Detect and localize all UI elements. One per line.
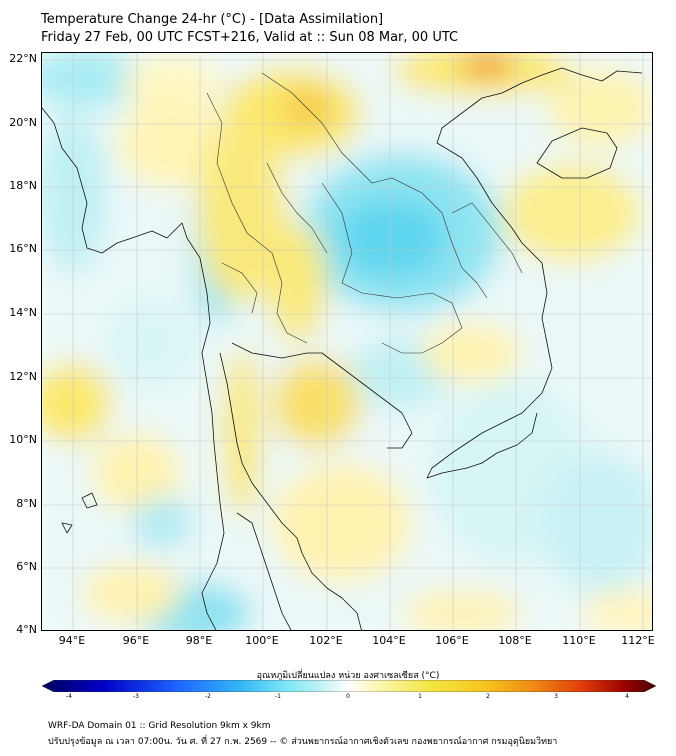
map-panel	[41, 52, 653, 631]
lat-label-14n: 14°N	[9, 306, 37, 319]
lat-label-16n: 16°N	[9, 242, 37, 255]
update-credit: ปรับปรุงข้อมูล ณ เวลา 07:00น. วัน ศ. ที่…	[48, 737, 558, 747]
coastlines	[42, 67, 643, 630]
lon-label-100e: 100°E	[245, 634, 279, 647]
lon-label-112e: 112°E	[621, 634, 655, 647]
colorbar-tick-neg3: -3	[133, 693, 139, 700]
colorbar-title: อุณหภูมิเปลี่ยนแปลง หน่วย องศาเซลเซียส (…	[256, 671, 440, 681]
lat-label-4n: 4°N	[16, 623, 37, 636]
colorbar-tick-2: 2	[486, 693, 490, 700]
lon-label-96e: 96°E	[122, 634, 150, 647]
lat-label-18n: 18°N	[9, 179, 37, 192]
lon-label-108e: 108°E	[498, 634, 532, 647]
lat-label-20n: 20°N	[9, 116, 37, 129]
model-info: WRF-DA Domain 01 :: Grid Resolution 9km …	[48, 721, 271, 731]
lat-label-6n: 6°N	[16, 560, 37, 573]
temperature-field	[42, 53, 652, 630]
colorbar-tick-4: 4	[625, 693, 629, 700]
colorbar-tick-neg4: -4	[66, 693, 72, 700]
colorbar-tick-1: 1	[418, 693, 422, 700]
lon-label-104e: 104°E	[372, 634, 406, 647]
lon-label-106e: 106°E	[435, 634, 469, 647]
lat-label-10n: 10°N	[9, 433, 37, 446]
temperature-change-map	[42, 53, 652, 630]
lon-label-94e: 94°E	[58, 634, 86, 647]
lon-label-98e: 98°E	[185, 634, 213, 647]
lat-label-8n: 8°N	[16, 497, 37, 510]
colorbar-tick-neg2: -2	[205, 693, 211, 700]
colorbar	[42, 680, 656, 692]
country-borders	[206, 72, 523, 354]
colorbar-tick-neg1: -1	[275, 693, 281, 700]
graticule	[42, 53, 652, 630]
colorbar-tick-0: 0	[346, 693, 350, 700]
lat-label-12n: 12°N	[9, 370, 37, 383]
map-subtitle: Friday 27 Feb, 00 UTC FCST+216, Valid at…	[41, 30, 459, 45]
map-title: Temperature Change 24-hr (°C) - [Data As…	[41, 12, 384, 27]
colorbar-tick-3: 3	[554, 693, 558, 700]
lat-label-22n: 22°N	[9, 52, 37, 65]
lon-label-102e: 102°E	[309, 634, 343, 647]
lon-label-110e: 110°E	[562, 634, 596, 647]
